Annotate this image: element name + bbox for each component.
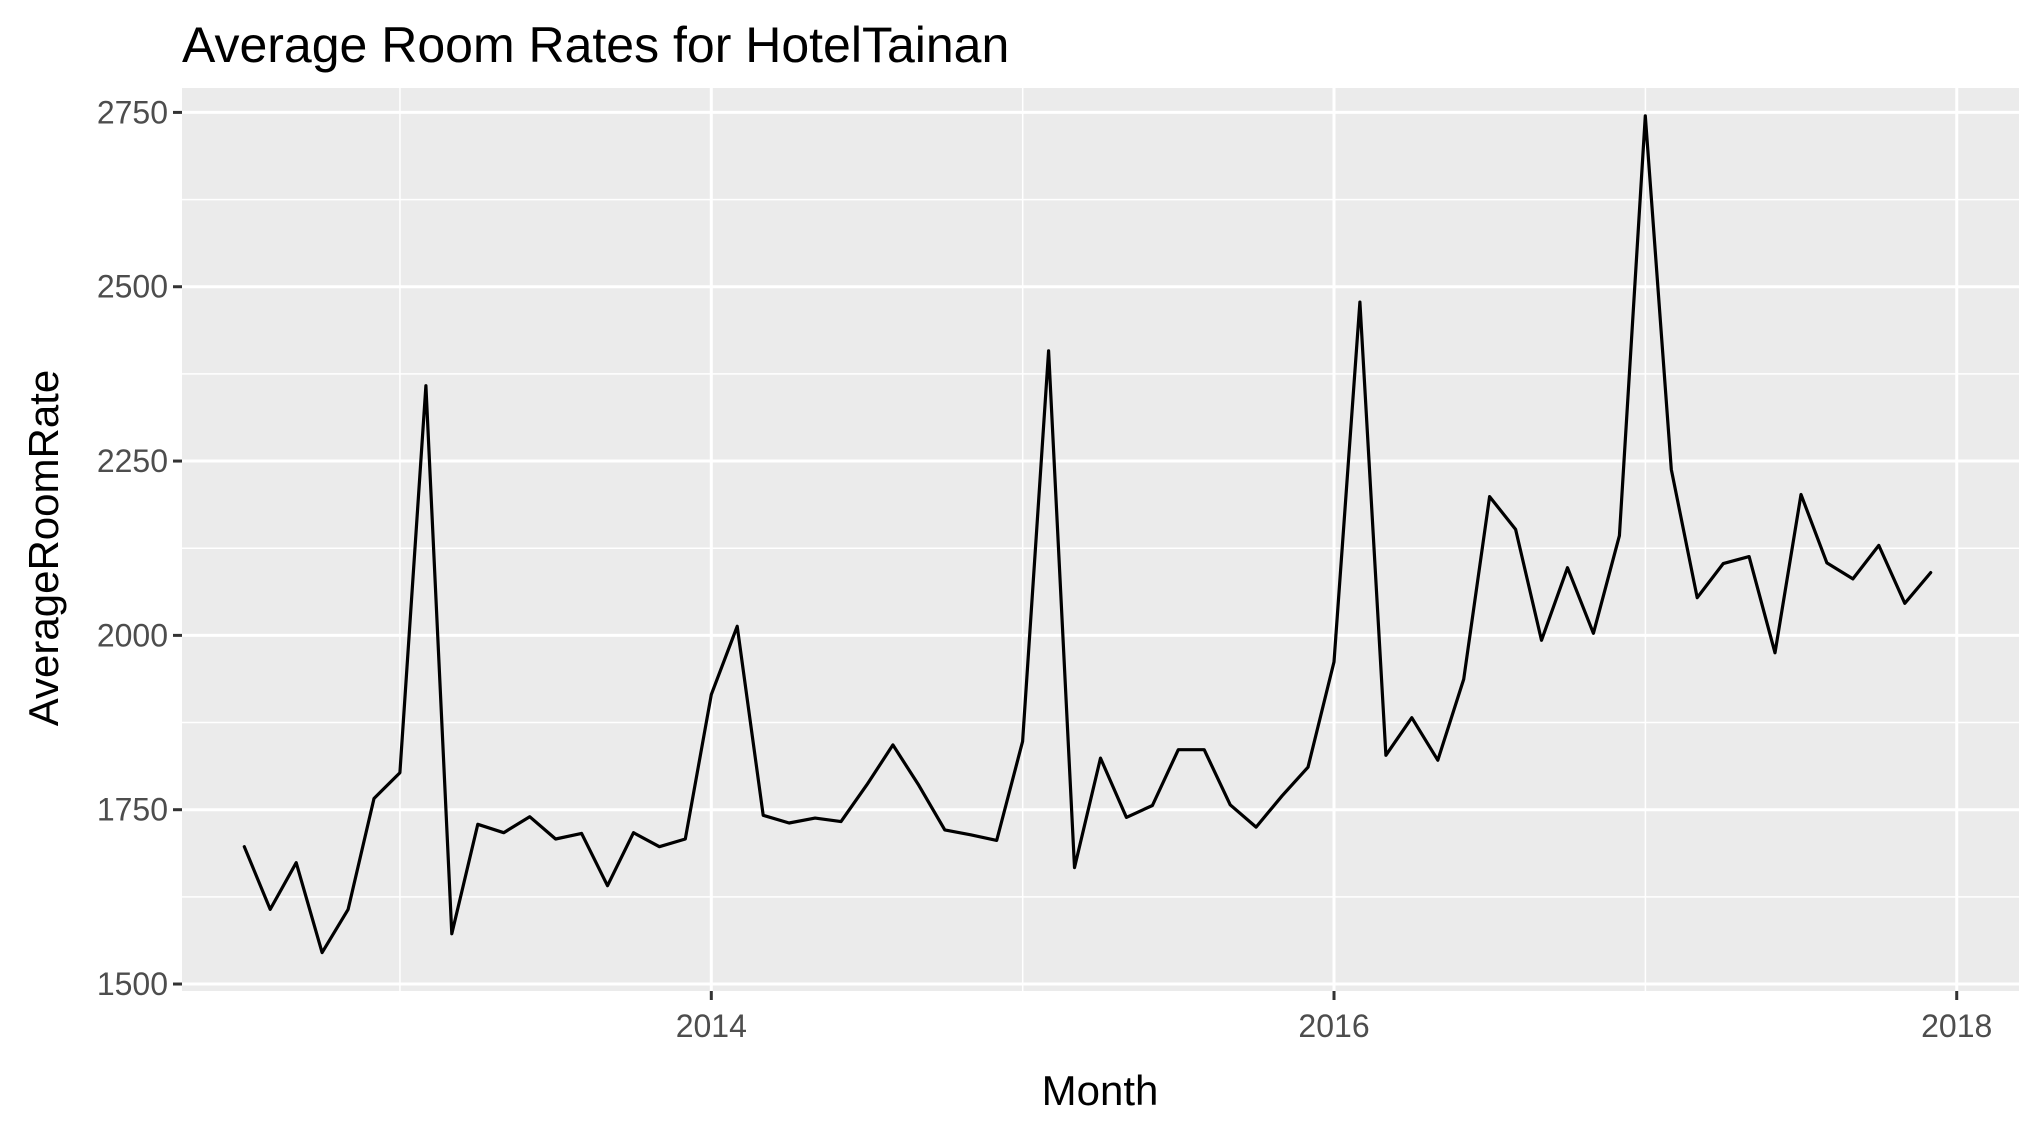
y-tick-label: 2750 — [97, 94, 168, 130]
y-tick-label: 2000 — [97, 617, 168, 653]
x-axis-title: Month — [1042, 1067, 1159, 1114]
y-tick-label: 2250 — [97, 443, 168, 479]
chart-title: Average Room Rates for HotelTainan — [182, 17, 1009, 73]
y-axis-title: AverageRoomRate — [20, 370, 67, 726]
major-gridlines — [182, 88, 2019, 991]
y-tick-label: 1500 — [97, 966, 168, 1002]
series-line — [242, 114, 1933, 955]
minor-gridlines — [182, 88, 2019, 991]
x-tick-label: 2016 — [1298, 1008, 1369, 1044]
x-axis: 2014 2016 2018 — [676, 991, 1992, 1044]
x-tick-label: 2014 — [676, 1008, 747, 1044]
x-tick-label: 2018 — [1921, 1008, 1992, 1044]
plot-panel — [182, 88, 2019, 991]
y-tick-label: 2500 — [97, 269, 168, 305]
y-axis: 1500 1750 2000 2250 2500 2750 — [97, 94, 182, 1002]
y-tick-label: 1750 — [97, 792, 168, 828]
